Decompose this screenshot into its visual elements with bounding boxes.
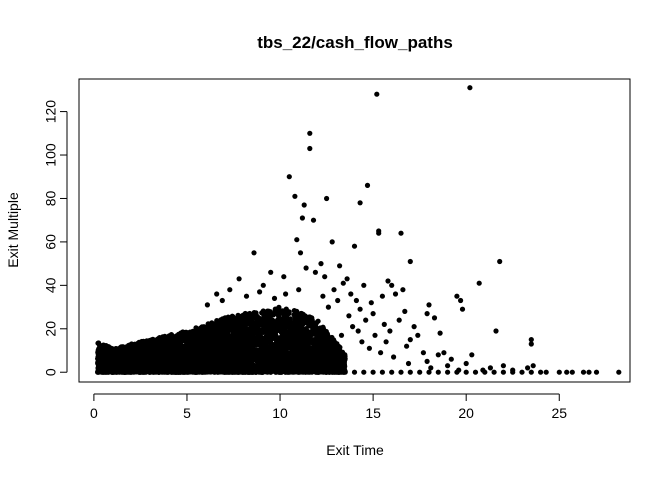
data-point (247, 310, 253, 317)
data-point (291, 332, 297, 338)
data-point (263, 334, 269, 340)
plot-area-border (78, 78, 631, 383)
data-point (305, 341, 311, 347)
data-point (99, 344, 105, 350)
data-point (272, 355, 278, 361)
data-point (96, 340, 102, 346)
data-point (265, 319, 271, 325)
data-point (280, 342, 286, 348)
data-point (160, 367, 166, 373)
data-point (342, 356, 348, 362)
data-point (226, 369, 232, 375)
data-point (275, 306, 281, 312)
data-point (291, 342, 297, 348)
data-point (329, 334, 335, 341)
data-point (254, 329, 260, 335)
data-point (180, 350, 186, 356)
data-point (292, 323, 298, 329)
data-point (304, 318, 310, 324)
data-point (177, 353, 183, 360)
data-point (290, 363, 296, 369)
data-point (203, 330, 210, 336)
data-point (337, 358, 343, 365)
data-point (265, 315, 271, 321)
data-point (291, 312, 297, 318)
data-point (253, 311, 259, 317)
data-point (170, 368, 176, 374)
data-point (214, 324, 220, 330)
data-point (207, 355, 214, 361)
data-point (165, 357, 171, 364)
data-point (321, 342, 327, 348)
data-point (191, 329, 197, 335)
data-point (296, 334, 302, 340)
data-point (339, 352, 345, 358)
data-points (95, 85, 622, 375)
data-point (189, 356, 195, 362)
data-point (159, 344, 165, 351)
data-point (309, 337, 315, 343)
data-point (145, 351, 151, 357)
data-point (204, 326, 210, 332)
data-point (200, 350, 206, 356)
data-point (181, 344, 187, 350)
data-point (235, 312, 241, 318)
data-point (226, 347, 232, 354)
data-point (217, 340, 223, 347)
data-point (221, 346, 228, 352)
data-point (309, 346, 315, 352)
data-point (322, 347, 328, 353)
data-point (209, 340, 215, 347)
data-point (244, 367, 250, 373)
data-point (285, 351, 291, 358)
data-point (238, 363, 244, 369)
data-point (230, 316, 236, 322)
data-point (206, 351, 212, 357)
data-point (257, 318, 263, 324)
data-point (240, 333, 246, 340)
data-point (258, 334, 264, 340)
data-point (270, 344, 276, 350)
data-point (309, 352, 315, 358)
data-point (287, 326, 293, 332)
data-point (313, 320, 319, 326)
data-point (266, 356, 272, 362)
data-point (243, 329, 250, 335)
data-point (254, 355, 260, 362)
data-point (113, 351, 119, 357)
data-point (184, 338, 190, 344)
data-point (289, 346, 295, 352)
data-point (268, 331, 274, 337)
data-point (179, 333, 185, 339)
data-point (300, 330, 306, 336)
data-point (118, 344, 124, 350)
data-point (297, 322, 303, 328)
data-point (325, 340, 331, 346)
data-point (166, 333, 172, 339)
data-point (286, 319, 292, 325)
data-point (249, 335, 255, 341)
chart-title: tbs_22/cash_flow_paths (257, 33, 453, 52)
data-point (315, 348, 321, 354)
data-point (156, 350, 162, 356)
data-point (276, 313, 282, 319)
data-point (223, 363, 229, 369)
data-point (210, 337, 216, 343)
data-point (271, 351, 277, 357)
data-point (282, 330, 288, 336)
data-point (322, 334, 328, 340)
data-point (263, 353, 269, 359)
data-point (222, 317, 228, 323)
data-point (126, 345, 132, 351)
data-point (147, 360, 153, 366)
data-point (209, 320, 215, 326)
data-point (132, 341, 138, 347)
data-point (303, 358, 309, 364)
data-point (295, 329, 301, 335)
